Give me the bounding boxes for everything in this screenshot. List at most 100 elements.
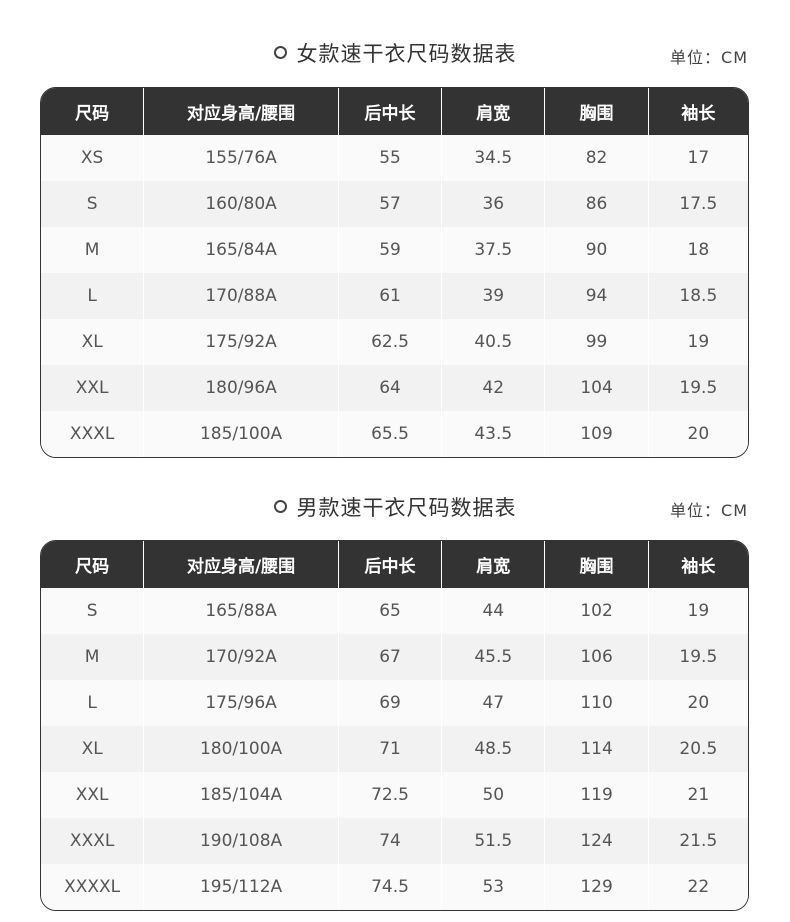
women-unit-label: 单位：CM [670,48,748,67]
header-cell: 尺码 [41,88,145,135]
table-cell: 72.5 [339,772,443,818]
table-row: XXXL 185/100A 65.5 43.5 109 20 [41,411,748,457]
table-row: XL 175/92A 62.5 40.5 99 19 [41,319,748,365]
table-cell: 104 [545,365,649,411]
table-cell: 180/96A [144,365,339,411]
table-cell: 175/92A [144,319,339,365]
table-cell: XXXL [41,818,145,864]
women-table-title: 女款速干衣尺码数据表 [0,38,790,68]
table-cell: 44 [442,588,546,634]
header-cell: 后中长 [339,88,443,135]
table-cell: 155/76A [144,135,339,181]
header-cell: 对应身高/腰围 [144,88,339,135]
table-cell: 50 [442,772,546,818]
table-cell: 67 [339,634,443,680]
table-cell: 82 [545,135,649,181]
men-size-table: 尺码 对应身高/腰围 后中长 肩宽 胸围 袖长 S 165/88A 65 44 102 19 M 170/… [40,540,749,911]
table-cell: 43.5 [442,411,546,457]
table-row: XXXL 190/108A 74 51.5 124 21.5 [41,818,748,864]
header-cell: 对应身高/腰围 [144,541,339,588]
table-cell: 51.5 [442,818,546,864]
header-cell: 肩宽 [442,88,546,135]
table-cell: 42 [442,365,546,411]
table-cell: S [41,181,145,227]
header-cell: 袖长 [681,557,716,577]
table-cell: 17 [687,148,710,168]
table-cell: 109 [545,411,649,457]
table-cell: S [41,588,145,634]
table-cell: 40.5 [442,319,546,365]
header-cell: 尺码 [41,541,145,588]
table-cell: 124 [545,818,649,864]
header-cell: 肩宽 [442,541,546,588]
table-cell: 190/108A [144,818,339,864]
table-cell: 55 [339,135,443,181]
table-row: L 175/96A 69 47 110 20 [41,680,748,726]
circle-icon [273,499,287,513]
table-cell: 20 [687,693,710,713]
table-cell: XS [41,135,145,181]
table-cell: 165/84A [144,227,339,273]
table-cell: 48.5 [442,726,546,772]
table-cell: 106 [545,634,649,680]
table-row: M 165/84A 59 37.5 90 18 [41,227,748,273]
table-cell: M [41,227,145,273]
table-cell: XXL [41,365,145,411]
table-cell: 65.5 [339,411,443,457]
table-cell: 86 [545,181,649,227]
table-cell: 47 [442,680,546,726]
table-cell: 175/96A [144,680,339,726]
circle-icon [273,45,287,59]
table-cell: 39 [442,273,546,319]
table-cell: XXXXL [41,864,145,910]
table-cell: 17.5 [679,194,718,214]
table-cell: XXL [41,772,145,818]
table-row: S 160/80A 57 36 86 17.5 [41,181,748,227]
table-header-row: 尺码 对应身高/腰围 后中长 肩宽 胸围 袖长 [41,88,748,135]
table-cell: 110 [545,680,649,726]
table-cell: 185/100A [144,411,339,457]
table-row: XXL 180/96A 64 42 104 19.5 [41,365,748,411]
header-cell: 袖长 [681,104,716,124]
table-cell: 114 [545,726,649,772]
table-row: M 170/92A 67 45.5 106 19.5 [41,634,748,680]
table-cell: 34.5 [442,135,546,181]
men-unit-label: 单位：CM [670,501,748,520]
table-cell: 74.5 [339,864,443,910]
table-cell: 160/80A [144,181,339,227]
table-cell: 62.5 [339,319,443,365]
table-row: XXL 185/104A 72.5 50 119 21 [41,772,748,818]
table-cell: 74 [339,818,443,864]
table-cell: XL [41,319,145,365]
table-cell: 170/88A [144,273,339,319]
table-cell: M [41,634,145,680]
table-cell: 21.5 [679,831,718,851]
table-cell: 19.5 [679,378,718,398]
table-cell: 165/88A [144,588,339,634]
women-size-table: 尺码 对应身高/腰围 后中长 肩宽 胸围 袖长 XS 155/76A 55 34.5 82 17 S 16… [40,87,749,458]
table-row: L 170/88A 61 39 94 18.5 [41,273,748,319]
table-row: S 165/88A 65 44 102 19 [41,588,748,634]
table-cell: 19 [687,601,710,621]
table-cell: 20.5 [679,739,718,759]
table-cell: 36 [442,181,546,227]
table-cell: 18 [687,240,710,260]
table-cell: 99 [545,319,649,365]
table-cell: 20 [687,424,710,444]
men-table-title: 男款速干衣尺码数据表 [0,492,790,522]
table-cell: 170/92A [144,634,339,680]
table-cell: L [41,680,145,726]
table-row: XL 180/100A 71 48.5 114 20.5 [41,726,748,772]
table-cell: 18.5 [679,286,718,306]
table-cell: 53 [442,864,546,910]
table-cell: XL [41,726,145,772]
table-cell: 119 [545,772,649,818]
table-cell: 61 [339,273,443,319]
header-cell: 后中长 [339,541,443,588]
table-cell: 94 [545,273,649,319]
table-cell: 71 [339,726,443,772]
table-row: XS 155/76A 55 34.5 82 17 [41,135,748,181]
table-cell: 21 [687,785,710,805]
header-cell: 胸围 [545,541,649,588]
table-cell: 19 [687,332,710,352]
